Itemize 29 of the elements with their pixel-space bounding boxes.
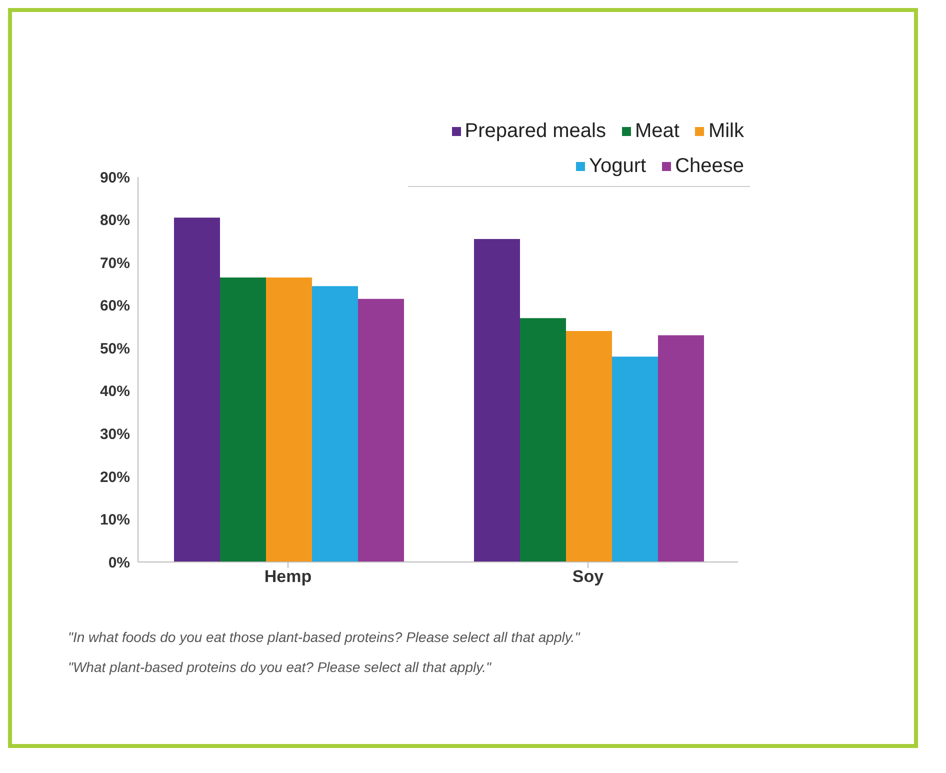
y-tick-label: 90% <box>100 169 130 186</box>
y-tick-label: 40% <box>100 383 130 400</box>
bar <box>566 331 612 562</box>
bar <box>474 239 520 562</box>
legend-label: Milk <box>707 120 744 143</box>
bar <box>220 278 266 562</box>
y-tick-label: 50% <box>100 340 130 358</box>
legend-label: Prepared meals <box>464 120 606 143</box>
bar <box>174 218 220 562</box>
text: "In what foods do you eat those plant-based proteins? Please select all that apply." <box>68 628 582 647</box>
bar <box>520 318 566 562</box>
bar <box>266 278 312 562</box>
y-tick-label: 80% <box>100 212 130 230</box>
legend-label: Cheese <box>674 155 744 178</box>
legend-label: Meat <box>634 120 680 143</box>
y-tick-label: 0% <box>108 554 130 572</box>
x-tick-label: Soy <box>572 567 604 586</box>
y-tick-label: 10% <box>100 512 130 529</box>
text: "What plant-based proteins do you eat? Please select all that apply." <box>68 658 492 677</box>
y-tick-label: 70% <box>100 254 130 272</box>
legend-label: Yogurt <box>588 155 646 178</box>
y-tick-label: 20% <box>100 468 130 486</box>
bar <box>612 356 658 562</box>
bar <box>358 298 404 562</box>
y-tick-label: 30% <box>100 426 130 443</box>
y-tick-label: 60% <box>100 298 130 315</box>
bar <box>312 286 358 562</box>
x-tick-label: Hemp <box>264 567 312 586</box>
bar <box>658 335 704 562</box>
